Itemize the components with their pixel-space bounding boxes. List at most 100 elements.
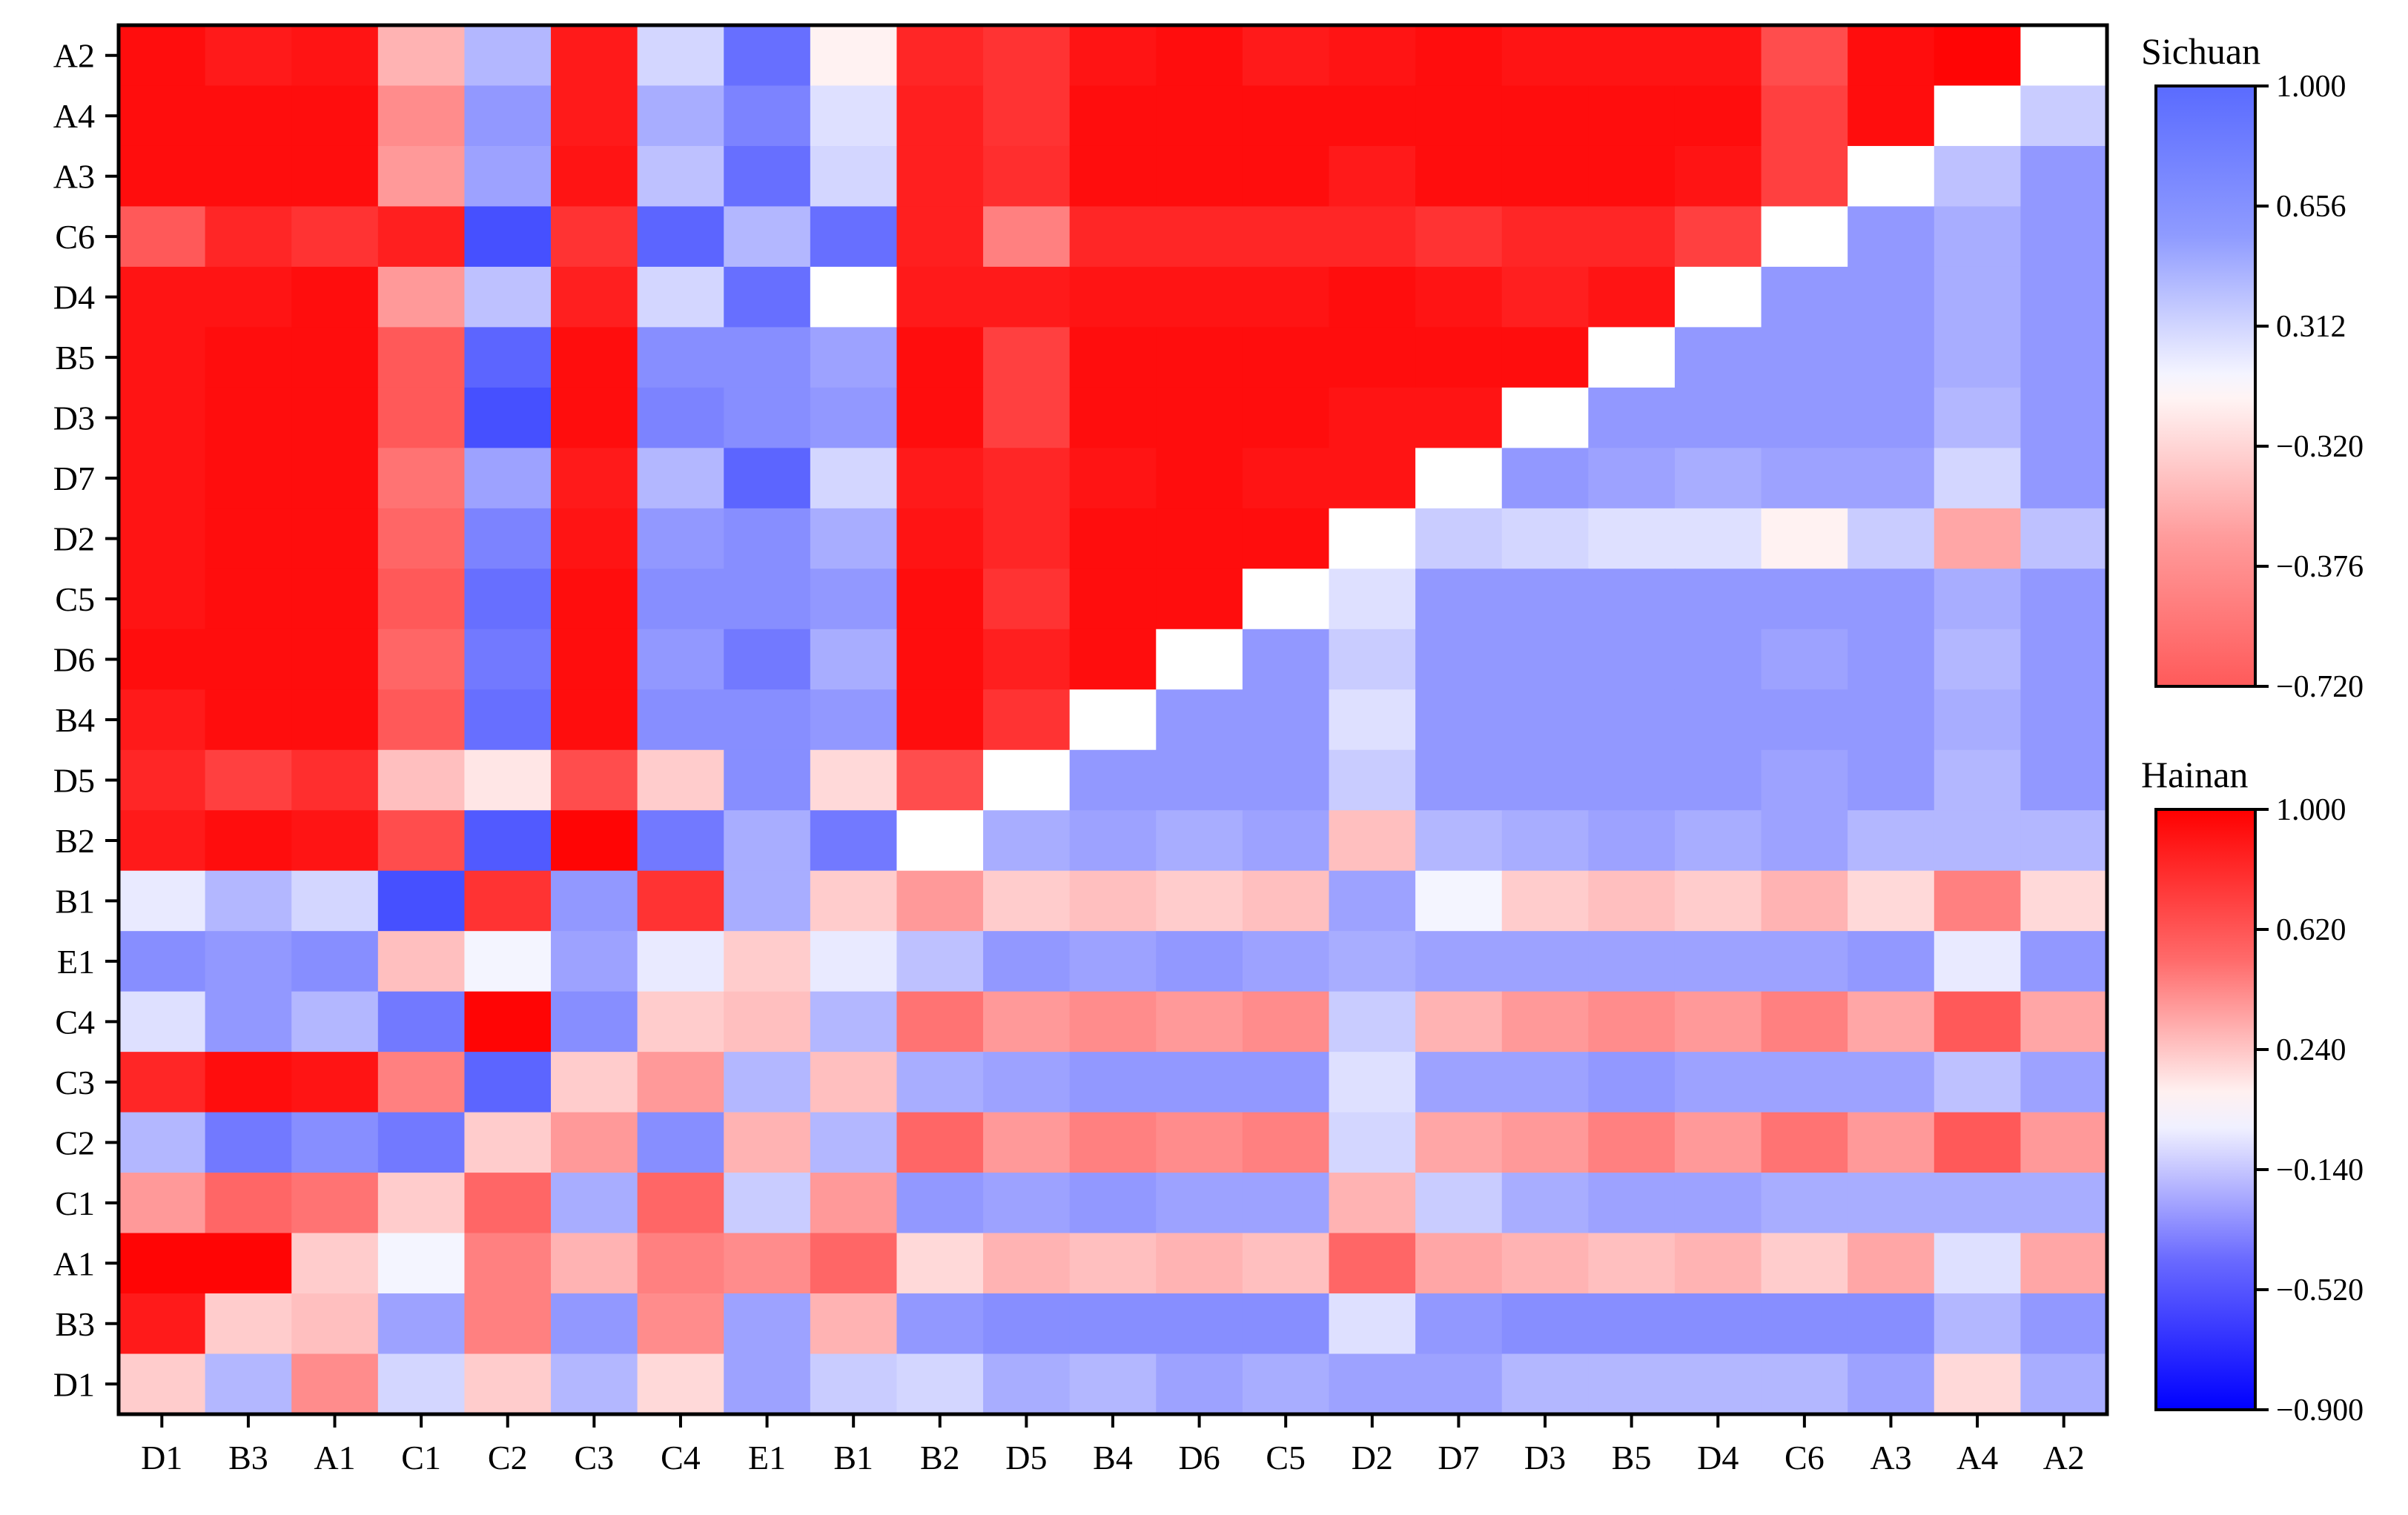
heatmap-cell-A2-C4 — [637, 25, 724, 87]
heatmap-cell-A2-B3 — [205, 25, 292, 87]
y-tick-label: C5 — [55, 580, 95, 618]
heatmap-cell-A2-D3 — [1501, 25, 1589, 87]
heatmap-cell-D3-C6 — [1761, 387, 1848, 448]
heatmap-cell-A1-E1 — [724, 1233, 811, 1294]
heatmap-cell-B2-C6 — [1761, 810, 1848, 872]
heatmap-cell-D3-D5 — [983, 387, 1071, 448]
heatmap-cell-B5-D4 — [1674, 327, 1762, 388]
heatmap-cell-B1-A3 — [1848, 870, 1935, 932]
heatmap-cell-C6-D4 — [1674, 206, 1762, 268]
heatmap-cell-D3-E1 — [724, 387, 811, 448]
heatmap-cell-C5-A3 — [1848, 568, 1935, 630]
heatmap-cell-D4-B5 — [1588, 266, 1676, 328]
colorbar-sichuan: Sichuan 1.000 0.656 0.312 −0.320 −0.376 −0.72… — [2141, 30, 2364, 704]
heatmap-cell-B4-C3 — [551, 689, 638, 751]
heatmap-cell-B3-C6 — [1761, 1293, 1848, 1355]
heatmap-cell-C4-C4 — [637, 991, 724, 1052]
heatmap-cell-C4-C5 — [1242, 991, 1330, 1052]
heatmap-cell-C6-B1 — [810, 206, 898, 268]
heatmap-cell-C6-D6 — [1156, 206, 1243, 268]
heatmap-cell-C5-B4 — [1069, 568, 1157, 630]
heatmap-cell-D6-D5 — [983, 629, 1071, 690]
heatmap-cell-D5-E1 — [724, 749, 811, 811]
heatmap-cell-B3-D4 — [1674, 1293, 1762, 1355]
heatmap-cell-D4-D7 — [1415, 266, 1503, 328]
heatmap-cell-C2-B3 — [205, 1112, 292, 1173]
heatmap-cell-D6-A2 — [2020, 629, 2108, 690]
heatmap-cell-C4-C1 — [377, 991, 466, 1052]
heatmap-cell-A3-B5 — [1588, 145, 1676, 208]
heatmap-cell-A3-E1 — [724, 145, 811, 208]
heatmap-cell-B1-B4 — [1069, 870, 1157, 932]
heatmap-cell-A4-E1 — [724, 85, 811, 147]
heatmap-cell-C4-D7 — [1415, 991, 1503, 1052]
heatmap-cell-D4-A3 — [1848, 266, 1935, 328]
heatmap-cell-D7-C4 — [637, 448, 724, 509]
heatmap-cell-C1-B1 — [810, 1173, 898, 1234]
heatmap-cell-D6-B3 — [205, 629, 292, 690]
y-tick-label: D3 — [53, 400, 95, 437]
heatmap-cell-B4-D1 — [119, 689, 206, 751]
heatmap-cell-D5-B2 — [896, 749, 984, 811]
heatmap-cell-D4-B1 — [810, 266, 898, 328]
heatmap-cell-D1-B5 — [1588, 1353, 1676, 1415]
heatmap-cell-C6-B2 — [896, 206, 984, 268]
heatmap-cell-A3-D3 — [1501, 145, 1589, 208]
heatmap-cell-D4-B3 — [205, 266, 292, 328]
heatmap-cell-B2-C2 — [464, 810, 552, 872]
heatmap-cell-B4-C6 — [1761, 689, 1848, 751]
heatmap-cell-D5-D5 — [983, 749, 1071, 811]
heatmap-cell-D3-C2 — [464, 387, 552, 448]
y-tick-label: D4 — [53, 279, 95, 316]
x-tick-label: B2 — [920, 1439, 960, 1476]
heatmap-cell-E1-E1 — [724, 931, 811, 992]
heatmap-cell-A1-D5 — [983, 1233, 1071, 1294]
heatmap-cell-B1-C1 — [377, 870, 466, 932]
x-tick-label: A3 — [1870, 1439, 1911, 1476]
heatmap-cell-D5-A1 — [291, 749, 379, 811]
heatmap-cell-D7-D3 — [1501, 448, 1589, 509]
x-tick-label: D7 — [1438, 1439, 1479, 1476]
heatmap-cell-D1-B1 — [810, 1353, 898, 1415]
colorbar-tick-label: 0.312 — [2276, 310, 2346, 344]
heatmap-cell-C4-D2 — [1329, 991, 1416, 1052]
heatmap-cell-B3-C4 — [637, 1293, 724, 1355]
heatmap-cell-C4-A2 — [2020, 991, 2108, 1052]
heatmap-cell-C6-D7 — [1415, 206, 1503, 268]
heatmap-cell-D5-D6 — [1156, 749, 1243, 811]
colorbar-hainan: Hainan 1.000 0.620 0.240 −0.140 −0.520 −0.900 — [2141, 754, 2364, 1428]
heatmap-cell-D2-A4 — [1934, 508, 2021, 569]
heatmap-cell-A3-D2 — [1329, 145, 1416, 208]
heatmap-cell-A4-D1 — [119, 85, 206, 147]
heatmap-cell-C5-B2 — [896, 568, 984, 630]
heatmap-cell-C2-C4 — [637, 1112, 724, 1173]
heatmap-cell-D5-C4 — [637, 749, 724, 811]
heatmap-cell-C5-C3 — [551, 568, 638, 630]
heatmap-cell-A2-A1 — [291, 25, 379, 87]
heatmap-cell-E1-A4 — [1934, 931, 2021, 992]
heatmap-cell-D4-A4 — [1934, 266, 2021, 328]
heatmap-cell-B4-D3 — [1501, 689, 1589, 751]
heatmap-cell-A2-C2 — [464, 25, 552, 87]
heatmap-cell-D7-C6 — [1761, 448, 1848, 509]
heatmap-cell-B1-C2 — [464, 870, 552, 932]
heatmap-cell-D2-B2 — [896, 508, 984, 569]
heatmap-cell-B1-B2 — [896, 870, 984, 932]
heatmap-cell-C5-D3 — [1501, 568, 1589, 630]
heatmap-cell-B5-A3 — [1848, 327, 1935, 388]
heatmap-cell-B2-A3 — [1848, 810, 1935, 872]
heatmap-cell-B2-D3 — [1501, 810, 1589, 872]
heatmap-cell-B5-D7 — [1415, 327, 1503, 388]
heatmap-cell-D5-D4 — [1674, 749, 1762, 811]
colorbar-hainan-ticks: 1.000 0.620 0.240 −0.140 −0.520 −0.900 — [2255, 793, 2364, 1428]
heatmap-cell-D5-A4 — [1934, 749, 2021, 811]
heatmap-cell-B5-B4 — [1069, 327, 1157, 388]
heatmap-cell-B4-D7 — [1415, 689, 1503, 751]
heatmap-cell-D1-A1 — [291, 1353, 379, 1415]
heatmap-cell-D1-D4 — [1674, 1353, 1762, 1415]
heatmap-cell-B3-C2 — [464, 1293, 552, 1355]
heatmap-cell-C3-B1 — [810, 1052, 898, 1113]
heatmap-cell-A3-A1 — [291, 145, 379, 208]
heatmap-cell-C4-C2 — [464, 991, 552, 1052]
heatmap-cell-B2-B1 — [810, 810, 898, 872]
